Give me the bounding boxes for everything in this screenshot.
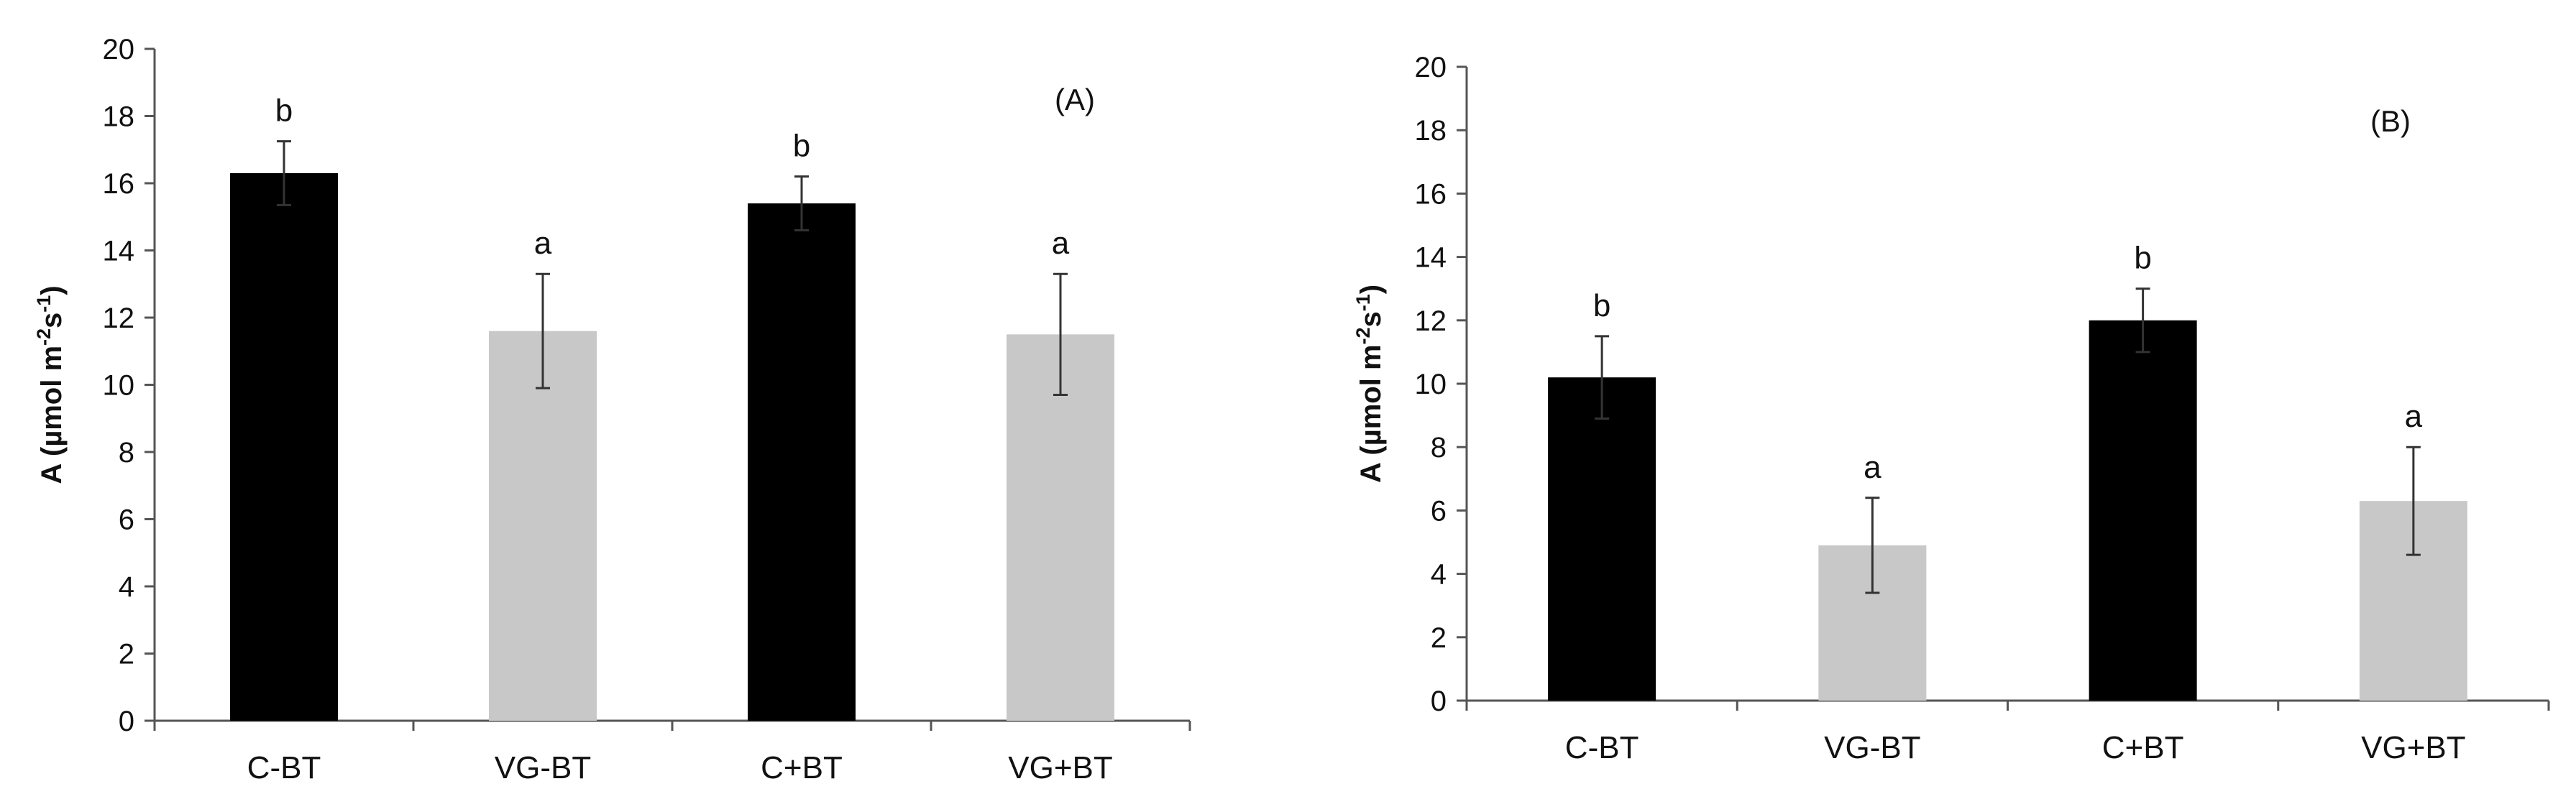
bar-c-bt <box>1548 377 1656 701</box>
y-tick-label: 2 <box>119 639 134 670</box>
y-tick-label: 16 <box>1415 178 1447 210</box>
y-tick-label: 6 <box>119 504 134 536</box>
y-tick-label: 18 <box>103 101 135 133</box>
x-category-label: VG+BT <box>2361 730 2466 765</box>
y-tick-label: 20 <box>103 34 135 65</box>
significance-letter: a <box>2405 399 2423 434</box>
x-category-label: C-BT <box>247 750 321 785</box>
x-category-label: VG-BT <box>495 750 591 785</box>
bar-c-bt <box>2089 320 2197 701</box>
x-category-label: C+BT <box>761 750 843 785</box>
y-axis-title-part: ) <box>1355 285 1387 294</box>
y-tick-label: 0 <box>1431 686 1447 717</box>
y-tick-label: 14 <box>103 236 135 267</box>
x-category-label: C-BT <box>1565 730 1639 765</box>
y-axis-title-superscript: -2 <box>33 328 55 346</box>
y-tick-label: 10 <box>1415 369 1447 400</box>
x-category-label: C+BT <box>2102 730 2184 765</box>
y-tick-label: 18 <box>1415 115 1447 147</box>
bar-vg-bt <box>1007 334 1114 721</box>
bar-c-bt <box>748 203 856 721</box>
y-tick-label: 14 <box>1415 242 1447 274</box>
panel-label: (A) <box>1055 83 1095 116</box>
y-tick-label: 12 <box>103 303 135 334</box>
y-axis-title: A (µmol m-2s-1) <box>1352 285 1387 483</box>
y-axis-title-superscript: -1 <box>33 295 55 313</box>
y-axis-title-part: ) <box>36 285 68 295</box>
chart-panel-a: 0 2 4 6 8 10 12 14 16 18 20 b C-BT a VG-BT b C+BT a VG+BT (… <box>33 34 1191 785</box>
y-tick-label: 10 <box>103 370 135 402</box>
x-category-label: VG-BT <box>1824 730 1920 765</box>
y-tick-label: 20 <box>1415 52 1447 83</box>
y-axis-title-part: A (µmol m <box>36 346 68 484</box>
y-tick-label: 0 <box>119 706 134 737</box>
y-tick-label: 12 <box>1415 305 1447 337</box>
y-axis-title: A (µmol m-2s-1) <box>33 285 68 484</box>
y-axis-title-superscript: -2 <box>1352 327 1374 344</box>
significance-letter: b <box>275 93 293 129</box>
y-tick-label: 4 <box>1431 559 1447 591</box>
significance-letter: b <box>2134 241 2151 276</box>
significance-letter: b <box>793 129 810 164</box>
y-tick-label: 4 <box>119 571 134 603</box>
panel-label: (B) <box>2370 104 2411 138</box>
y-tick-label: 16 <box>103 168 135 200</box>
y-axis-title-superscript: -1 <box>1352 294 1374 311</box>
significance-letter: a <box>1052 226 1070 261</box>
y-axis-title-part: s <box>1355 311 1387 327</box>
significance-letter: a <box>534 226 552 261</box>
bar-c-bt <box>230 172 338 721</box>
y-tick-label: 8 <box>1431 432 1447 463</box>
bar-vg-bt <box>489 331 597 721</box>
y-axis-title-part: A (µmol m <box>1355 344 1387 483</box>
chart-panel-b: 0 2 4 6 8 10 12 14 16 18 20 b C-BT a VG-BT b C+BT a VG+BT (… <box>1352 52 2550 765</box>
significance-letter: a <box>1864 450 1881 485</box>
y-axis-title-part: s <box>36 313 68 328</box>
y-tick-label: 2 <box>1431 622 1447 654</box>
significance-letter: b <box>1593 288 1610 323</box>
y-tick-label: 6 <box>1431 495 1447 527</box>
x-category-label: VG+BT <box>1008 750 1113 785</box>
y-tick-label: 8 <box>119 437 134 469</box>
